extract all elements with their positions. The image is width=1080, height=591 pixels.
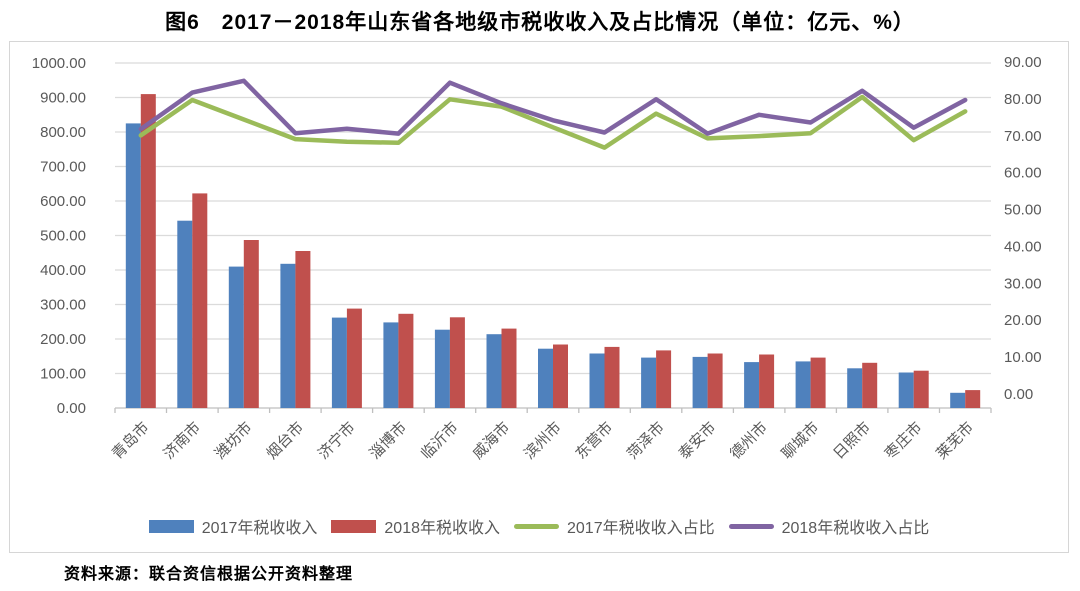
left-axis-tick-label: 100.00 <box>40 366 86 383</box>
bar-2018年税收收入-青岛市 <box>140 94 156 408</box>
right-axis-tick-label: 40.00 <box>1004 238 1042 255</box>
bar-2017年税收收入-莱芜市 <box>950 392 966 408</box>
bar-2017年税收收入-威海市 <box>486 334 502 408</box>
left-axis-tick-label: 900.00 <box>40 90 86 107</box>
x-axis-label-泰安市: 泰安市 <box>676 419 720 463</box>
bar-2018年税收收入-德州市 <box>759 354 775 408</box>
chart-legend: 2017年税收收入 2018年税收收入 2017年税收收入占比 2018年税收收… <box>10 514 1068 538</box>
legend-swatch-2017-share <box>514 523 559 529</box>
left-axis-tick-label: 800.00 <box>40 124 86 141</box>
bar-2018年税收收入-济南市 <box>192 193 208 408</box>
left-axis-tick-label: 1000.00 <box>32 55 86 72</box>
right-axis-tick-label: 80.00 <box>1004 91 1042 108</box>
left-axis-tick-label: 0.00 <box>57 400 86 417</box>
bar-2017年税收收入-德州市 <box>744 362 760 408</box>
right-axis-tick-label: 60.00 <box>1004 165 1042 182</box>
line-2018年税收收入占比 <box>138 78 968 136</box>
bar-2017年税收收入-滨州市 <box>538 348 553 408</box>
legend-label-2017-revenue: 2017年税收收入 <box>201 520 318 537</box>
source-note: 资料来源：联合资信根据公开资料整理 <box>64 566 354 583</box>
right-axis-tick-label: 70.00 <box>1004 128 1042 145</box>
bar-2018年税收收入-菏泽市 <box>656 350 672 408</box>
chart-frame: 0.00 100.00 200.00 300.00 400.00 500.00 600.00… <box>9 41 1069 553</box>
bar-2018年税收收入-临沂市 <box>449 317 465 408</box>
x-axis-label-聊城市: 聊城市 <box>779 419 823 463</box>
x-axis-label-东营市: 东营市 <box>572 419 616 463</box>
bar-2018年税收收入-滨州市 <box>553 344 568 408</box>
bar-2018年税收收入-莱芜市 <box>965 390 981 408</box>
bar-2018年税收收入-潍坊市 <box>243 240 259 408</box>
legend-swatch-2017-revenue <box>148 519 194 533</box>
bar-2017年税收收入-潍坊市 <box>228 266 244 408</box>
chart-plot: 0.00 100.00 200.00 300.00 400.00 500.00 600.00… <box>32 54 1042 463</box>
x-axis-label-德州市: 德州市 <box>726 418 771 463</box>
bar-2017年税收收入-青岛市 <box>125 123 141 409</box>
legend-label-2018-share: 2018年税收收入占比 <box>781 520 930 537</box>
right-axis-tick-label: 50.00 <box>1004 202 1042 219</box>
bar-2017年税收收入-烟台市 <box>280 263 296 408</box>
x-axis-label-菏泽市: 菏泽市 <box>624 419 668 463</box>
chart-title: 图6 2017－2018年山东省各地级市税收收入及占比情况（单位：亿元、%） <box>165 11 915 34</box>
left-axis-tick-label: 700.00 <box>40 159 86 176</box>
bar-2018年税收收入-烟台市 <box>295 251 311 408</box>
left-axis-tick-label: 500.00 <box>40 228 86 245</box>
bar-2017年税收收入-临沂市 <box>434 329 450 408</box>
bar-2018年税收收入-泰安市 <box>707 353 723 408</box>
x-axis-label-淄博市: 淄博市 <box>366 419 410 463</box>
legend-swatch-2018-share <box>728 523 774 529</box>
x-axis-label-临沂市: 临沂市 <box>418 419 462 463</box>
legend-label-2018-revenue: 2018年税收收入 <box>384 520 500 537</box>
legend-item-2018-share: 2018年税收收入占比 <box>728 514 930 538</box>
bar-2018年税收收入-济宁市 <box>346 308 362 408</box>
bar-2017年税收收入-枣庄市 <box>898 372 914 408</box>
bar-2017年税收收入-泰安市 <box>692 356 708 408</box>
x-axis-label-潍坊市: 潍坊市 <box>212 419 256 463</box>
left-axis-tick-label: 600.00 <box>40 193 86 210</box>
bar-2018年税收收入-威海市 <box>501 328 517 408</box>
bar-2017年税收收入-菏泽市 <box>641 357 657 408</box>
legend-label-2017-share: 2017年税收收入占比 <box>567 520 715 537</box>
x-axis-label-青岛市: 青岛市 <box>109 419 153 463</box>
x-axis-label-济宁市: 济宁市 <box>315 419 359 463</box>
bar-2017年税收收入-淄博市 <box>383 322 399 408</box>
x-axis-label-济南市: 济南市 <box>160 419 204 463</box>
bar-2017年税收收入-东营市 <box>589 353 605 408</box>
right-axis-tick-label: 30.00 <box>1004 275 1042 292</box>
bar-2017年税收收入-济宁市 <box>331 317 347 408</box>
left-axis-tick-label: 200.00 <box>40 331 86 348</box>
bar-2018年税收收入-聊城市 <box>810 357 826 408</box>
line-2017年税收收入占比 <box>138 94 968 150</box>
bar-2018年税收收入-淄博市 <box>398 313 414 408</box>
bar-2018年税收收入-枣庄市 <box>913 370 929 408</box>
right-axis-tick-label: 20.00 <box>1004 312 1042 329</box>
bar-2017年税收收入-日照市 <box>847 368 863 408</box>
x-axis-label-威海市: 威海市 <box>469 419 513 463</box>
right-axis-tick-label: 10.00 <box>1004 349 1042 366</box>
bar-2017年税收收入-济南市 <box>177 220 193 408</box>
left-axis-tick-label: 400.00 <box>40 262 86 279</box>
bar-2018年税收收入-日照市 <box>862 362 878 408</box>
x-axis-label-烟台市: 烟台市 <box>263 419 307 463</box>
right-axis-tick-label: 90.00 <box>1004 54 1042 71</box>
legend-item-2017-revenue: 2017年税收收入 <box>148 514 318 538</box>
x-axis-label-滨州市: 滨州市 <box>521 419 565 463</box>
bar-2018年税收收入-东营市 <box>604 346 620 408</box>
left-axis-tick-label: 300.00 <box>40 297 86 314</box>
right-axis-tick-label: 0.00 <box>1004 386 1033 403</box>
legend-item-2018-revenue: 2018年税收收入 <box>331 514 500 538</box>
bar-2017年税收收入-聊城市 <box>795 361 811 408</box>
x-axis-label-日照市: 日照市 <box>830 419 874 463</box>
legend-swatch-2018-revenue <box>331 519 377 533</box>
x-axis-label-莱芜市: 莱芜市 <box>933 419 977 463</box>
x-axis-label-枣庄市: 枣庄市 <box>881 418 926 463</box>
legend-item-2017-share: 2017年税收收入占比 <box>514 514 715 538</box>
